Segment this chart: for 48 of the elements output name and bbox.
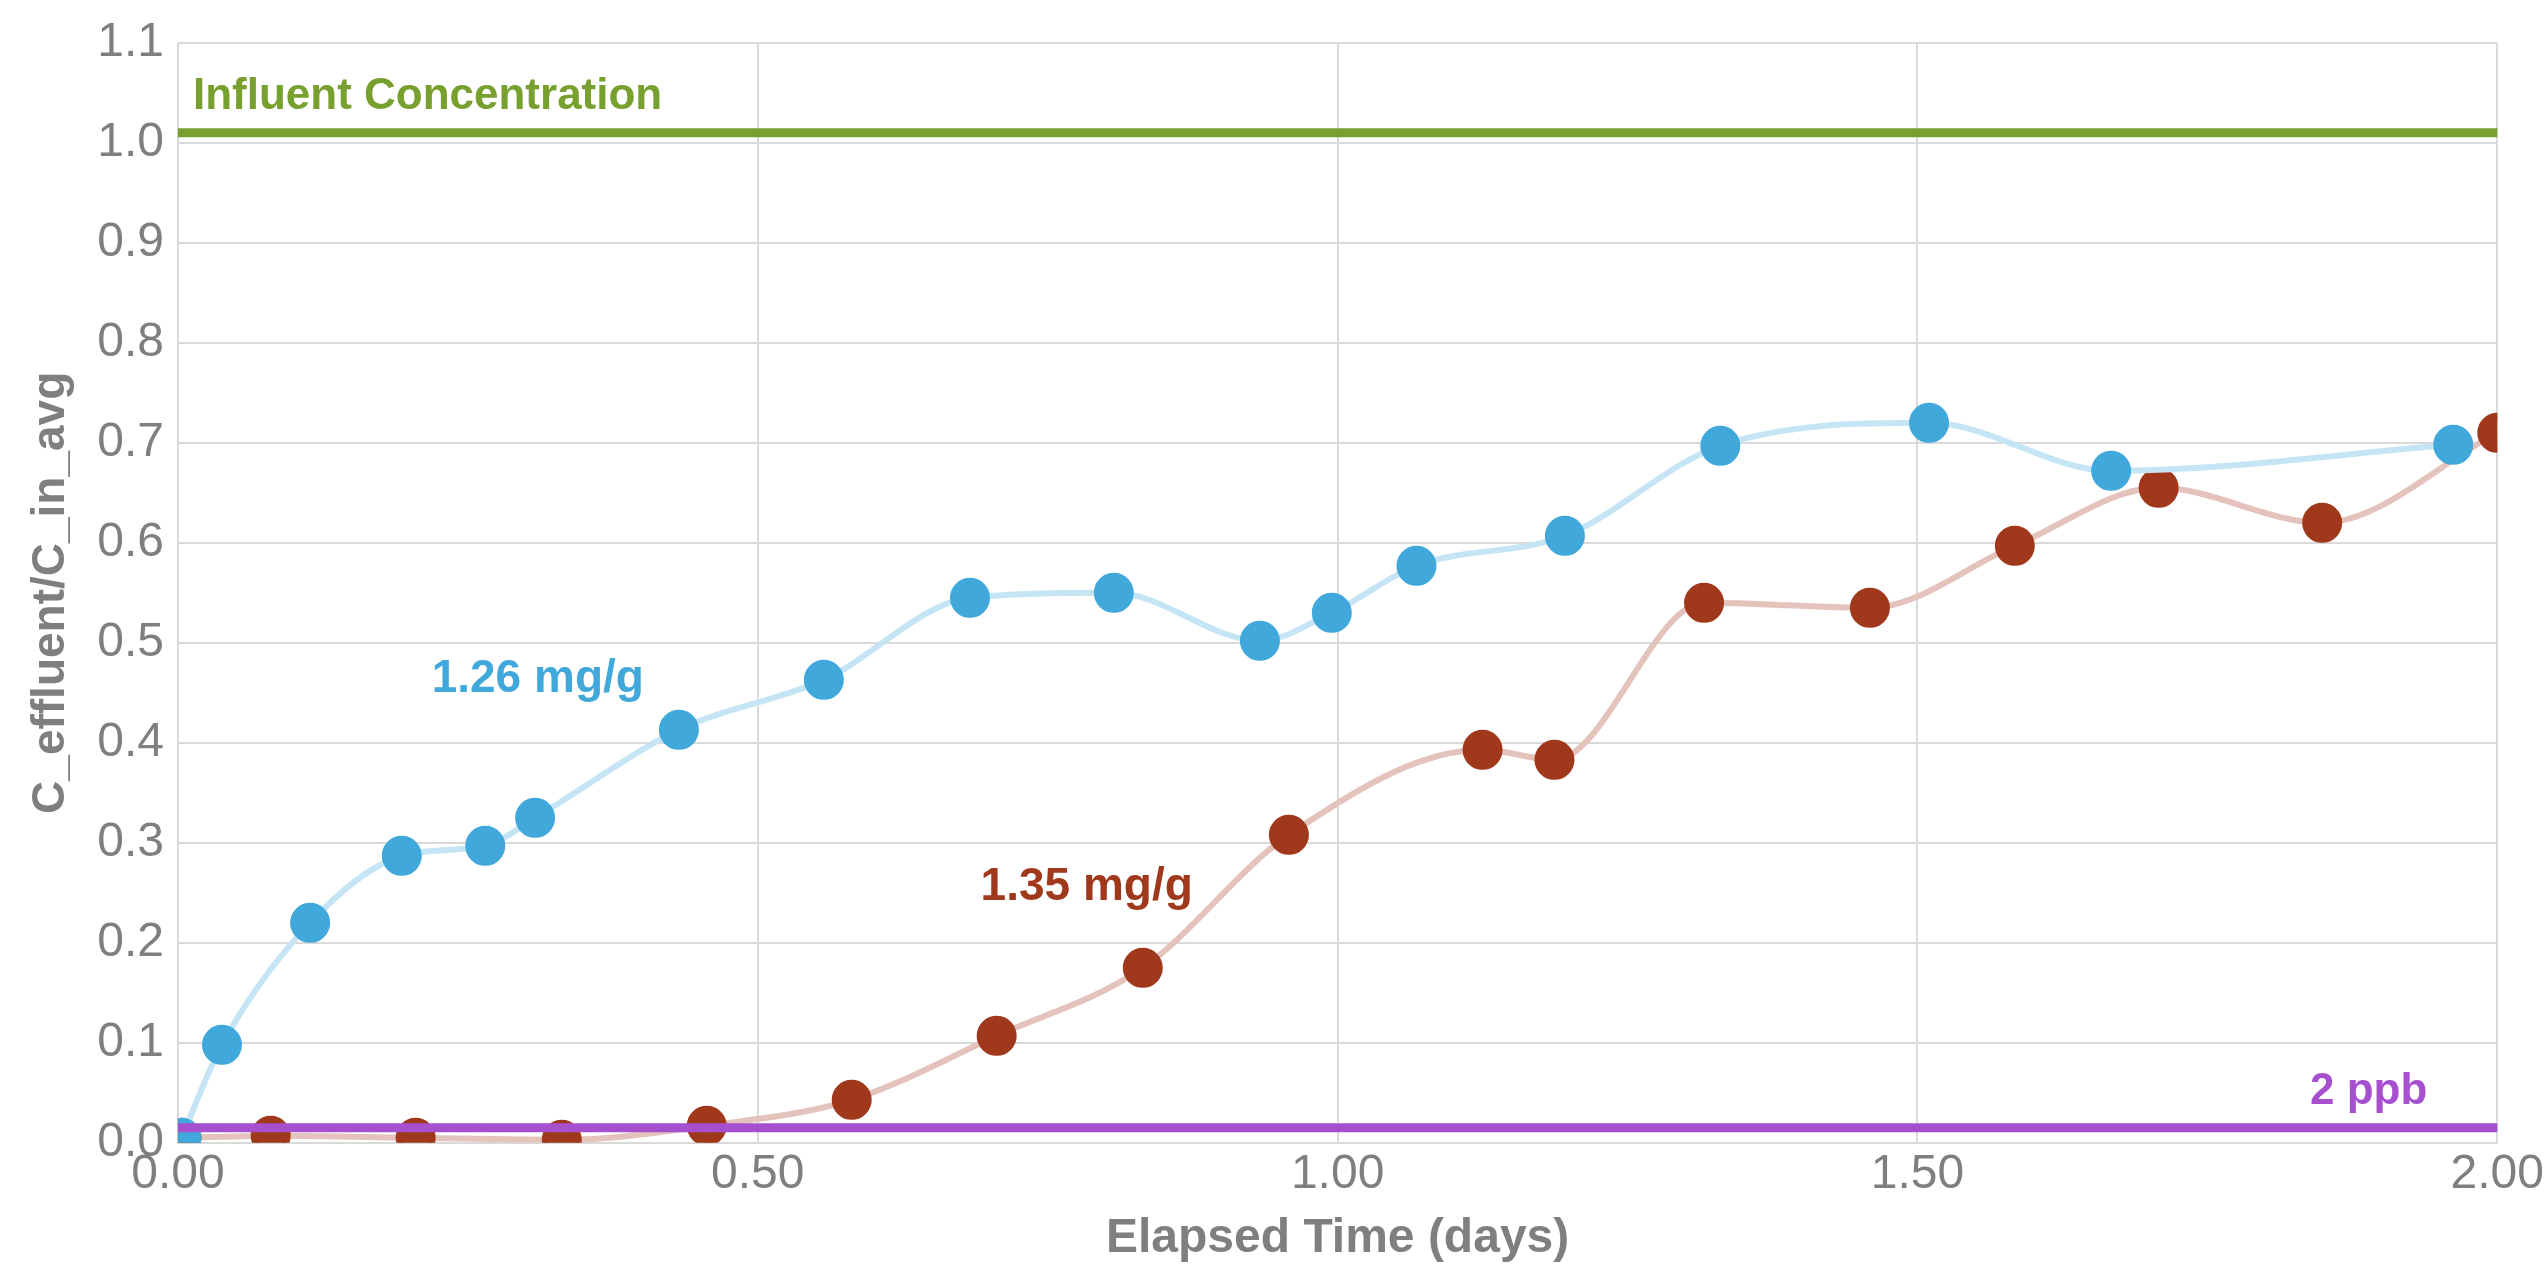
point: [2302, 502, 2343, 543]
x-tick-label: 1.50: [1870, 1144, 1965, 1198]
point: [201, 1024, 242, 1065]
y-axis-title: C_effluent/C_in_avg: [22, 371, 75, 814]
point: [1700, 425, 1741, 466]
point: [831, 1079, 872, 1120]
y-tick-label: 0.7: [97, 413, 164, 467]
point: [2433, 424, 2474, 465]
y-tick-label: 0.5: [97, 613, 164, 667]
point: [658, 709, 699, 750]
point: [465, 825, 506, 866]
y-tick-label: 0.6: [97, 513, 164, 567]
point: [803, 659, 844, 700]
y-tick-label: 0.2: [97, 913, 164, 967]
point: [1684, 582, 1725, 623]
point: [1311, 592, 1352, 633]
y-tick-label: 0.1: [97, 1013, 164, 1067]
x-tick-label: 2.00: [2450, 1144, 2544, 1198]
point: [1239, 620, 1280, 661]
series-label: 1.35 mg/g: [980, 858, 1193, 911]
point: [381, 835, 422, 876]
point: [1544, 515, 1585, 556]
point: [1093, 572, 1134, 613]
ref-line-label: 2 ppb: [2309, 1063, 2428, 1113]
point: [1849, 587, 1890, 628]
y-tick-label: 0.4: [97, 713, 164, 767]
point: [1909, 402, 1950, 443]
point: [976, 1015, 1017, 1056]
point: [290, 902, 331, 943]
point: [1994, 525, 2035, 566]
point: [515, 797, 556, 838]
y-tick-label: 1.0: [97, 113, 164, 167]
point: [1462, 729, 1503, 770]
point: [1396, 545, 1437, 586]
point: [1122, 947, 1163, 988]
point: [2091, 450, 2132, 491]
point: [949, 577, 990, 618]
point: [1268, 814, 1309, 855]
y-tick-label: 0.8: [97, 313, 164, 367]
y-tick-label: 0.3: [97, 813, 164, 867]
y-tick-label: 0.9: [97, 213, 164, 267]
y-tick-label: 1.1: [97, 13, 164, 67]
point: [1534, 739, 1575, 780]
x-tick-label: 0.50: [711, 1144, 805, 1198]
series-label: 1.26 mg/g: [431, 650, 644, 703]
x-axis-title: Elapsed Time (days): [1105, 1209, 1570, 1263]
ref-line-label: Influent Concentration: [192, 68, 663, 118]
x-tick-label: 1.00: [1290, 1144, 1385, 1198]
